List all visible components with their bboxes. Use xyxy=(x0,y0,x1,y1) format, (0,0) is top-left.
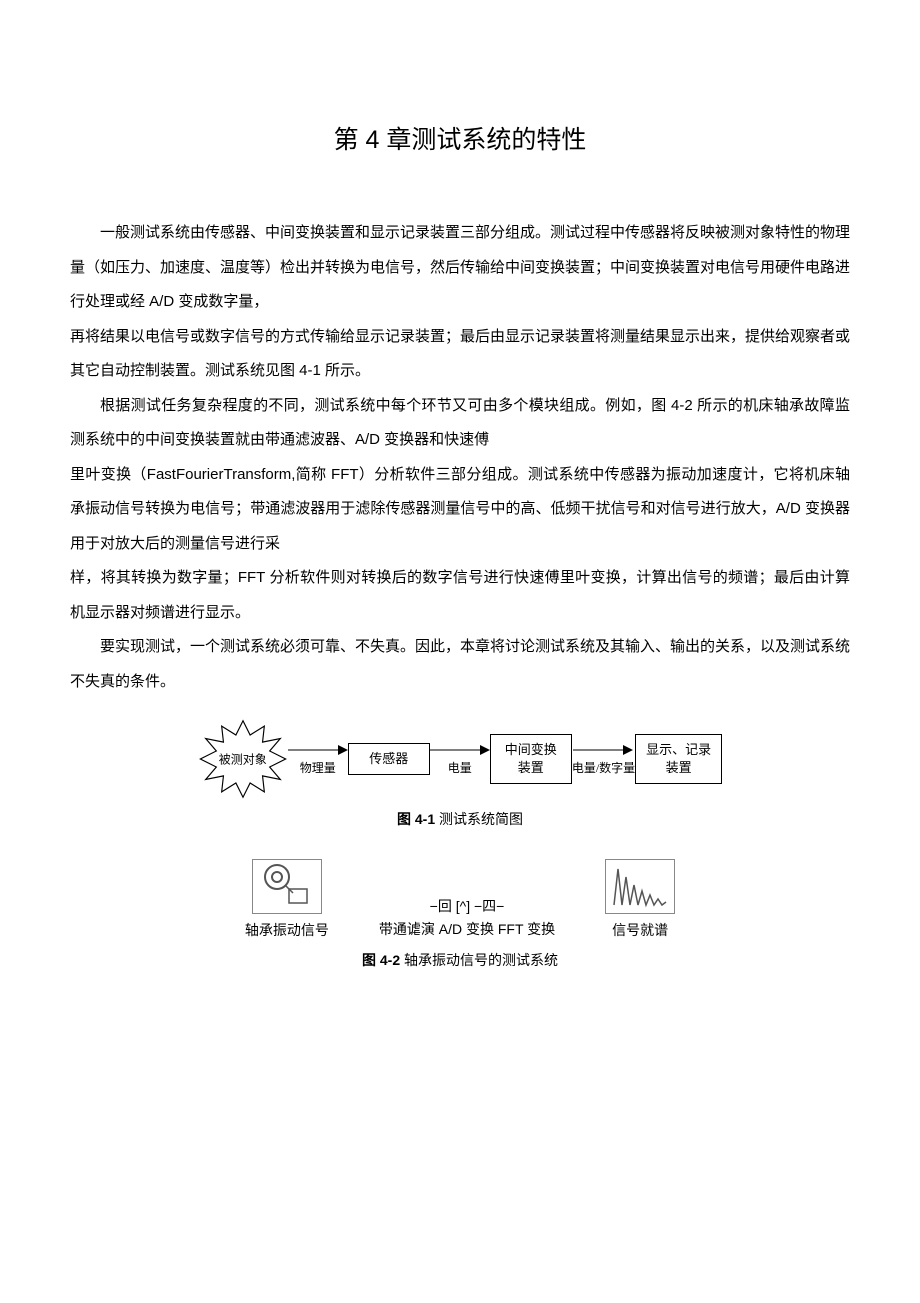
paragraph-3: 根据测试任务复杂程度的不同，测试系统中每个环节又可由多个模块组成。例如，图 4-… xyxy=(70,389,850,458)
spectrum-icon xyxy=(605,859,675,914)
chapter-title: 第 4 章测试系统的特性 xyxy=(70,120,850,156)
box-sensor: 传感器 xyxy=(348,743,430,775)
arrow-2: 电量 xyxy=(430,743,490,776)
object-label: 被测对象 xyxy=(219,751,267,768)
label-physical: 物理量 xyxy=(300,759,336,776)
fig2-right: 信号就谱 xyxy=(605,859,675,940)
figure-4-1: 被测对象 物理量 传感器 电量 中间变换 装置 电量/数字量 显示、记录 装置 … xyxy=(70,719,850,829)
box-mid: 中间变换 装置 xyxy=(490,734,572,784)
box-mid-line1: 中间变换 xyxy=(505,742,557,757)
fig2-mid: −回 [^] −四− 带通谑演 A/D 变换 FFT 变换 xyxy=(379,895,555,940)
fig1-caption-num: 图 4-1 xyxy=(397,811,435,827)
label-digi: 电量/数字量 xyxy=(572,759,635,776)
fig2-left-label: 轴承振动信号 xyxy=(245,920,329,940)
box-disp-line2: 装置 xyxy=(666,760,692,775)
figure-4-2: 轴承振动信号 −回 [^] −四− 带通谑演 A/D 变换 FFT 变换 信号就… xyxy=(70,859,850,970)
paragraph-4: 里叶变换（FastFourierTransform,简称 FFT）分析软件三部分… xyxy=(70,458,850,562)
paragraph-1: 一般测试系统由传感器、中间变换装置和显示记录装置三部分组成。测试过程中传感器将反… xyxy=(70,216,850,320)
box-display: 显示、记录 装置 xyxy=(635,734,722,784)
label-elec: 电量 xyxy=(448,759,472,776)
figure-4-1-caption: 图 4-1 测试系统简图 xyxy=(70,809,850,829)
fig2-right-label: 信号就谱 xyxy=(605,920,675,940)
box-disp-line1: 显示、记录 xyxy=(646,742,711,757)
fig2-caption-num: 图 4-2 xyxy=(362,952,400,968)
paragraph-2: 再将结果以电信号或数字信号的方式传输给显示记录装置；最后由显示记录装置将测量结果… xyxy=(70,320,850,389)
arrow-3: 电量/数字量 xyxy=(572,743,635,776)
fig2-left: 轴承振动信号 xyxy=(245,859,329,940)
paragraph-6: 要实现测试，一个测试系统必须可靠、不失真。因此，本章将讨论测试系统及其输入、输出… xyxy=(70,630,850,699)
arrow-1: 物理量 xyxy=(288,743,348,776)
fig2-mid-bot: 带通谑演 A/D 变换 FFT 变换 xyxy=(379,918,555,940)
paragraph-5: 样，将其转换为数字量；FFT 分析软件则对转换后的数字信号进行快速傅里叶变换，计… xyxy=(70,561,850,630)
fig2-caption-text: 轴承振动信号的测试系统 xyxy=(400,952,558,968)
box-mid-line2: 装置 xyxy=(518,760,544,775)
fig2-mid-top: −回 [^] −四− xyxy=(379,895,555,917)
fig1-caption-text: 测试系统简图 xyxy=(435,811,523,827)
starburst-object: 被测对象 xyxy=(198,719,288,799)
bearing-icon xyxy=(252,859,322,914)
figure-4-2-caption: 图 4-2 轴承振动信号的测试系统 xyxy=(70,950,850,970)
